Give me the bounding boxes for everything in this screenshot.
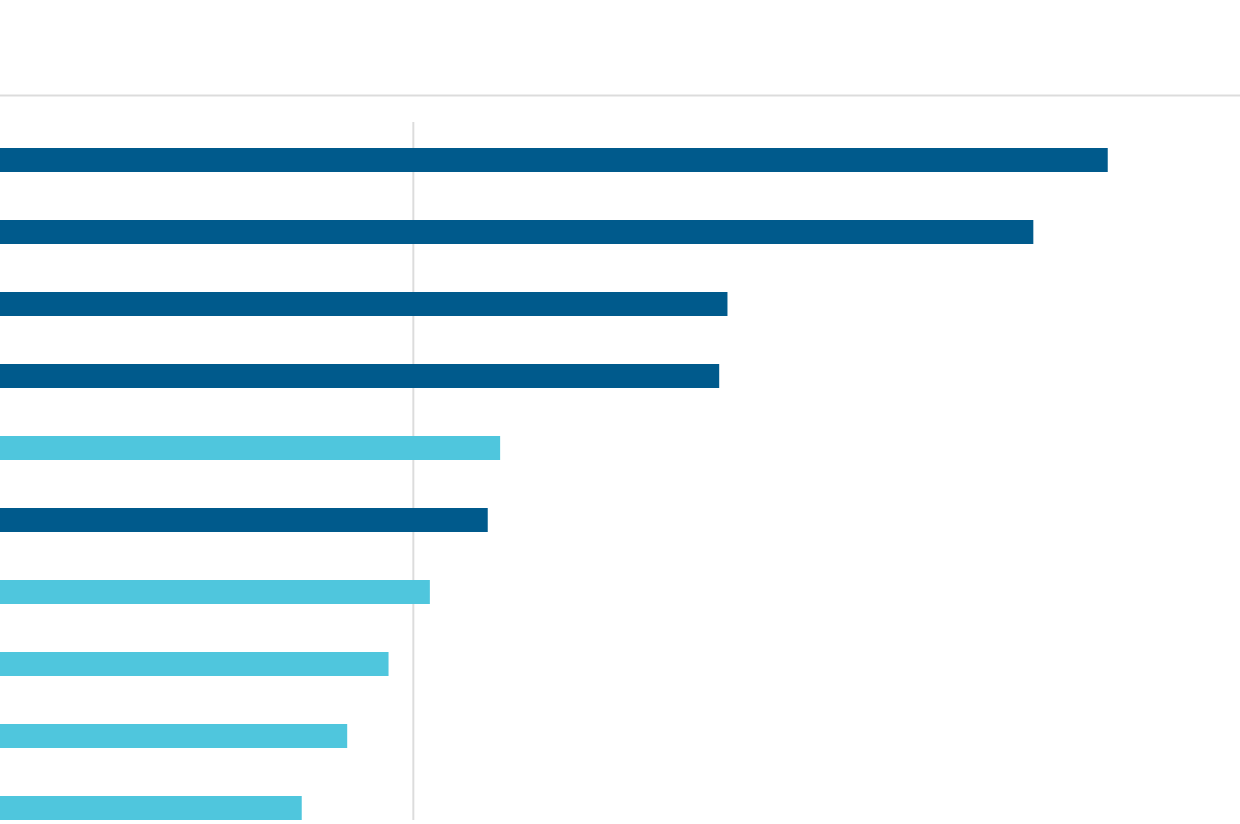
- bar: [0, 580, 430, 604]
- bar: [0, 652, 389, 676]
- bar: [0, 148, 1108, 172]
- bar: [0, 292, 728, 316]
- bar: [0, 508, 488, 532]
- bar: [0, 220, 1034, 244]
- bar: [0, 436, 501, 460]
- bar: [0, 364, 720, 388]
- bar: [0, 724, 348, 748]
- bar: [0, 796, 302, 820]
